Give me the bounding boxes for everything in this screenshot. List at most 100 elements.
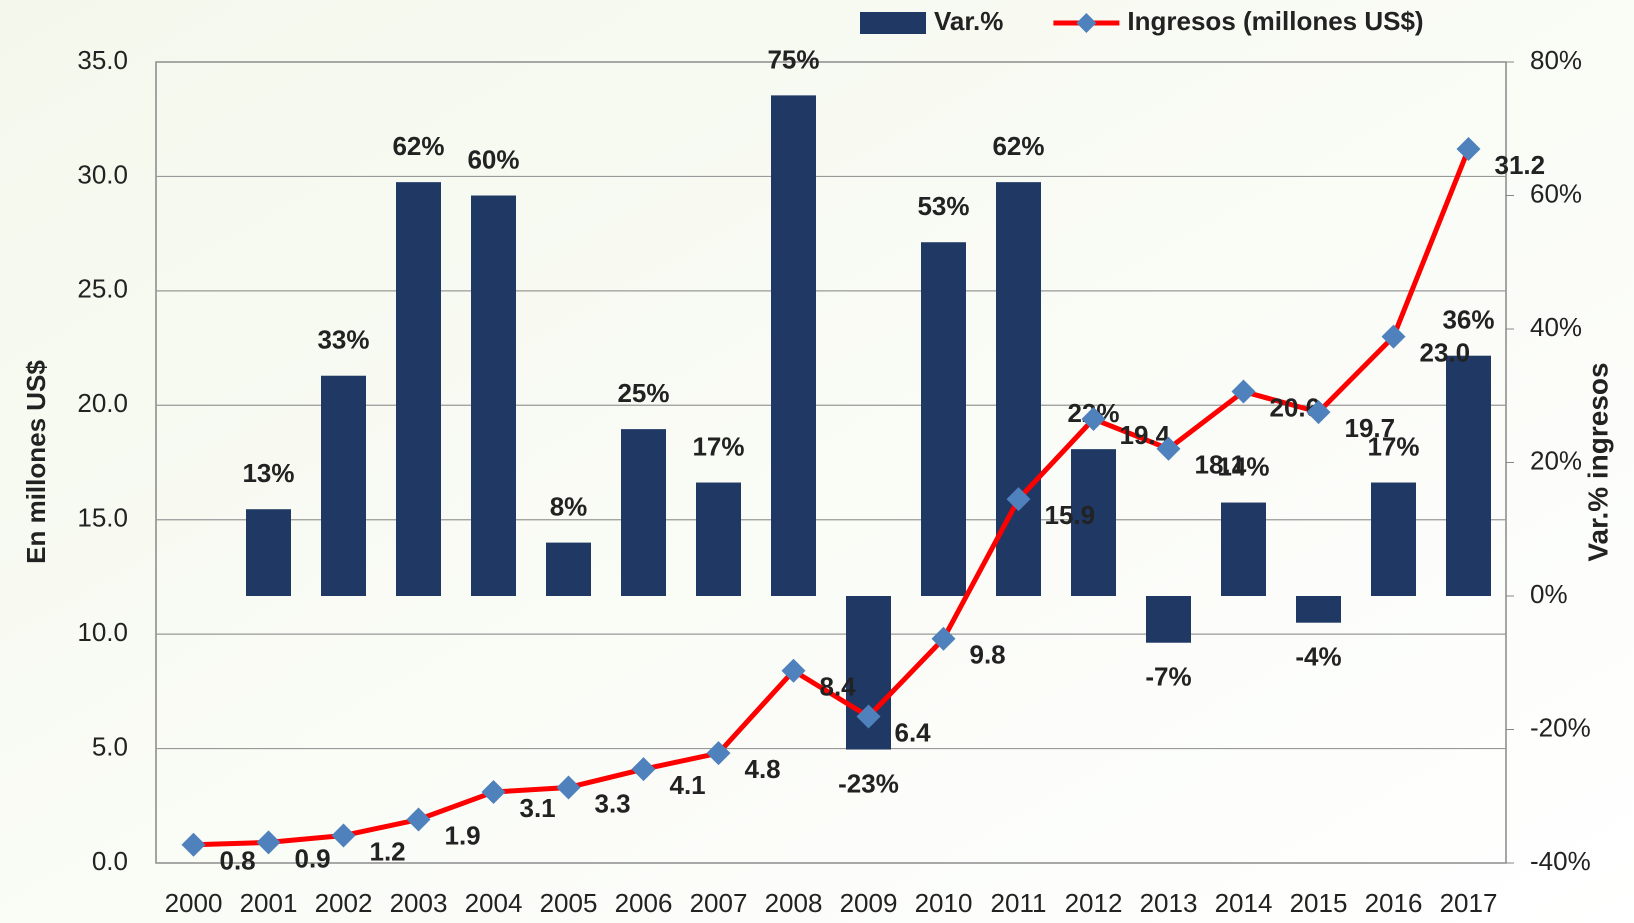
bar <box>1296 596 1341 623</box>
bar <box>471 195 516 596</box>
x-tick-label: 2016 <box>1365 888 1423 918</box>
y2-tick-label: -40% <box>1530 846 1591 876</box>
line-label: 9.8 <box>970 640 1006 670</box>
bar <box>546 542 591 596</box>
bar <box>246 509 291 596</box>
line-marker <box>181 832 206 857</box>
line-label: 3.1 <box>520 793 556 823</box>
bar <box>1371 482 1416 596</box>
line-label: 19.7 <box>1345 413 1396 443</box>
y2-tick-label: 0% <box>1530 579 1568 609</box>
x-tick-label: 2003 <box>390 888 448 918</box>
bar <box>321 375 366 596</box>
bar-label: 75% <box>767 44 819 74</box>
line-label: 3.3 <box>595 788 631 818</box>
bar-label: -4% <box>1295 642 1341 672</box>
bar-label: 62% <box>992 131 1044 161</box>
x-tick-label: 2011 <box>991 888 1047 918</box>
line-marker <box>406 807 431 832</box>
y-tick-label: 20.0 <box>77 388 128 418</box>
line-marker <box>1381 324 1406 349</box>
bar <box>1146 596 1191 643</box>
line-label: 4.8 <box>745 754 781 784</box>
line-marker <box>706 741 731 766</box>
line-label: 0.8 <box>220 846 256 876</box>
line-marker <box>1081 407 1106 432</box>
bar-label: 14% <box>1217 451 1269 481</box>
x-tick-label: 2008 <box>765 888 823 918</box>
y2-axis-title: Var.% ingresos <box>1582 362 1613 561</box>
line-marker <box>1006 487 1031 512</box>
y-tick-label: 10.0 <box>77 617 128 647</box>
y-tick-label: 15.0 <box>77 503 128 533</box>
bar-label: 8% <box>550 491 588 521</box>
x-tick-label: 2001 <box>240 888 298 918</box>
legend-marker <box>1076 13 1097 33</box>
legend-label: Var.% <box>934 6 1003 36</box>
bar <box>396 182 441 596</box>
bar <box>996 182 1041 596</box>
line-marker <box>481 780 506 805</box>
bar-label: 13% <box>242 458 294 488</box>
line-label: 23.0 <box>1420 338 1471 368</box>
x-tick-label: 2010 <box>915 888 973 918</box>
line-label: 4.1 <box>670 770 706 800</box>
bar-label: -23% <box>838 768 899 798</box>
line-marker <box>1231 379 1256 404</box>
line-marker <box>1306 400 1331 425</box>
x-tick-label: 2012 <box>1065 888 1123 918</box>
x-tick-label: 2002 <box>315 888 373 918</box>
bar <box>771 95 816 596</box>
bar-label: 17% <box>692 431 744 461</box>
line-marker <box>556 775 581 800</box>
line-label: 6.4 <box>895 717 932 747</box>
line-label: 31.2 <box>1495 150 1546 180</box>
bar-label: 25% <box>617 378 669 408</box>
line-label: 1.9 <box>445 820 481 850</box>
bar <box>921 242 966 596</box>
line-marker <box>856 704 881 729</box>
x-tick-label: 2014 <box>1215 888 1273 918</box>
bar-label: 33% <box>317 325 369 355</box>
y2-tick-label: -20% <box>1530 712 1591 742</box>
x-tick-label: 2006 <box>615 888 673 918</box>
y-tick-label: 5.0 <box>92 731 128 761</box>
x-tick-label: 2009 <box>840 888 898 918</box>
bar-label: 62% <box>392 131 444 161</box>
line-label: 8.4 <box>820 672 857 702</box>
y-axis-title: En millones US$ <box>21 360 51 564</box>
x-tick-label: 2007 <box>690 888 748 918</box>
y-tick-label: 25.0 <box>77 274 128 304</box>
line-label: 0.9 <box>295 843 331 873</box>
y2-tick-label: 60% <box>1530 178 1582 208</box>
line-marker <box>1156 436 1181 461</box>
x-tick-label: 2000 <box>165 888 223 918</box>
y-tick-label: 0.0 <box>92 846 128 876</box>
x-tick-label: 2017 <box>1440 888 1498 918</box>
line-marker <box>931 626 956 651</box>
line-label: 1.2 <box>370 836 406 866</box>
line-marker <box>781 658 806 683</box>
legend-swatch <box>860 12 926 34</box>
bar-label: 36% <box>1442 305 1494 335</box>
line-marker <box>331 823 356 848</box>
bar <box>1071 449 1116 596</box>
line-marker <box>631 757 656 782</box>
line-marker <box>256 830 281 855</box>
bar <box>1446 355 1491 596</box>
x-tick-label: 2015 <box>1290 888 1348 918</box>
line <box>193 148 1471 848</box>
bar-label: -7% <box>1145 662 1191 692</box>
bar-label: 17% <box>1367 431 1419 461</box>
line-marker <box>1456 136 1481 161</box>
bar <box>696 482 741 596</box>
bar-label: 53% <box>917 191 969 221</box>
y2-tick-label: 40% <box>1530 312 1582 342</box>
bar <box>1221 502 1266 596</box>
x-tick-label: 2005 <box>540 888 598 918</box>
bar-label: 60% <box>467 144 519 174</box>
x-tick-label: 2013 <box>1140 888 1198 918</box>
line-label: 15.9 <box>1045 500 1096 530</box>
